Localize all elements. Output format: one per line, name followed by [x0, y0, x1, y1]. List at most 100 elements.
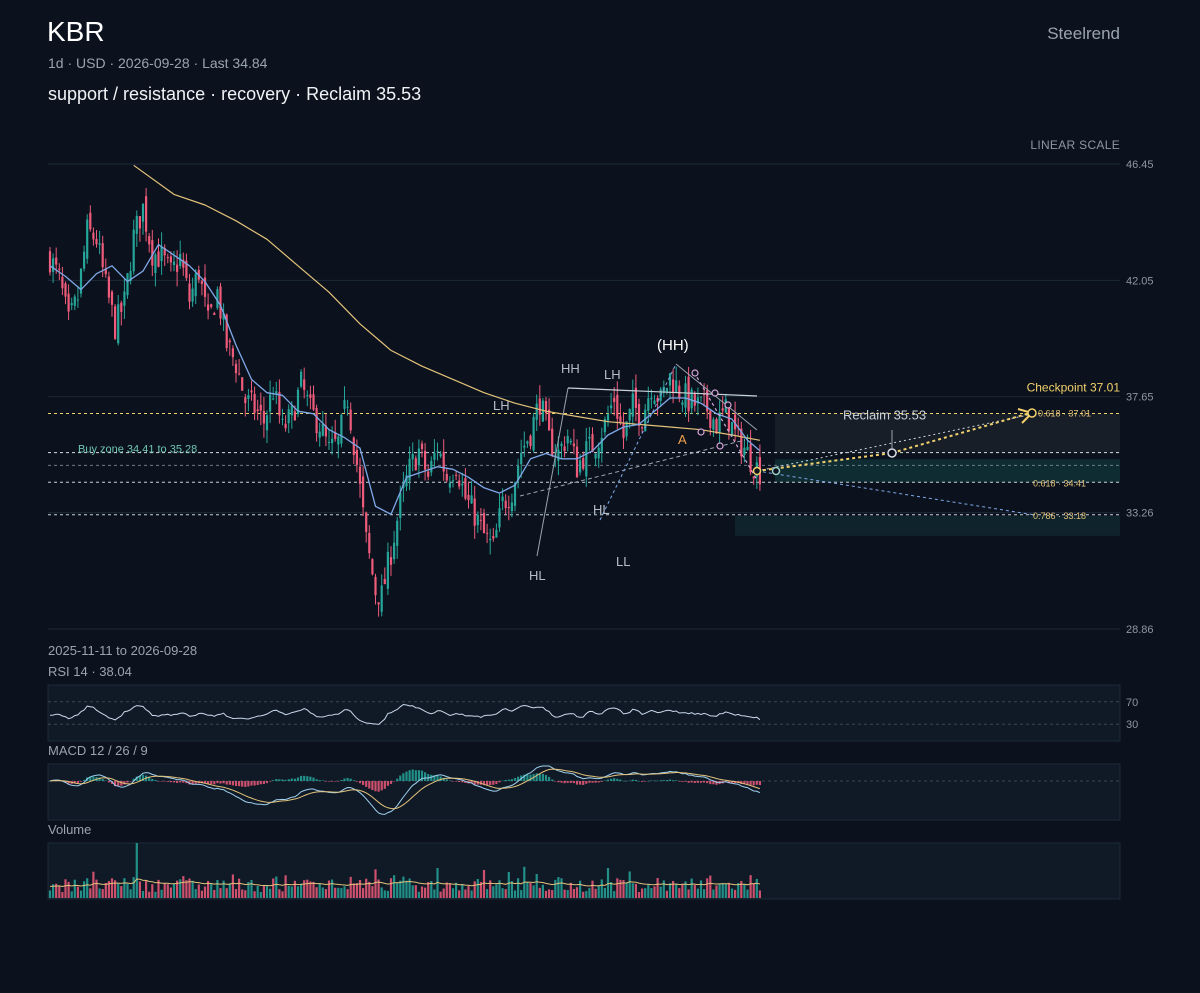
fib-0786-label: 0.786 · 33.18 — [1033, 511, 1086, 521]
volume-bar — [554, 879, 557, 898]
macd-hist-bar — [690, 781, 693, 783]
volume-bar — [625, 883, 628, 898]
swing-label: HL — [593, 502, 610, 517]
volume-bar — [535, 874, 538, 898]
reclaim-label: Reclaim 35.53 — [843, 408, 926, 423]
macd-hist-bar — [575, 781, 579, 785]
candle-body — [672, 379, 675, 394]
y-tick-label: 42.05 — [1126, 275, 1154, 287]
candle-body — [48, 251, 52, 273]
candle-body — [541, 400, 544, 422]
macd-hist-bar — [207, 781, 210, 785]
volume-bar — [575, 887, 579, 898]
volume-bar — [135, 843, 138, 898]
macd-hist-bar — [631, 779, 634, 781]
volume-bar — [520, 890, 523, 898]
candle-body — [696, 397, 699, 404]
candle-body — [712, 419, 715, 430]
macd-hist-bar — [414, 770, 417, 781]
candle-body — [213, 313, 216, 315]
volume-bar — [603, 887, 606, 898]
volume-bar — [647, 884, 650, 898]
macd-hist-bar — [374, 781, 377, 792]
volume-bar — [582, 891, 585, 898]
macd-hist-bar — [321, 780, 324, 781]
candle-body — [445, 473, 448, 481]
macd-hist-bar — [284, 779, 287, 781]
volume-bar — [154, 891, 157, 898]
macd-hist-bar — [166, 781, 169, 782]
volume-bar — [727, 882, 730, 898]
candle-body — [665, 387, 668, 392]
candle-body — [678, 385, 681, 398]
macd-hist-bar — [644, 781, 647, 782]
macd-hist-bar — [659, 780, 662, 781]
volume-bar — [262, 886, 265, 898]
macd-hist-bar — [312, 777, 315, 781]
macd-hist-bar — [588, 781, 591, 783]
pattern-pivot — [711, 389, 719, 397]
volume-bar — [203, 886, 207, 898]
volume-bar — [752, 883, 755, 898]
candle-body — [349, 409, 352, 431]
volume-bar — [98, 888, 101, 898]
volume-bar — [355, 883, 358, 898]
volume-bar — [250, 879, 253, 898]
macd-hist-bar — [622, 780, 625, 782]
macd-hist-bar — [247, 781, 250, 787]
macd-hist-bar — [315, 779, 318, 781]
volume-bar — [334, 887, 337, 898]
volume-bar — [352, 883, 355, 898]
volume-bar — [148, 891, 151, 898]
candle-body — [504, 500, 507, 509]
volume-bar — [70, 891, 73, 898]
candle-body — [451, 480, 455, 482]
swing-label: LH — [604, 367, 621, 382]
macd-hist-bar — [513, 778, 517, 781]
volume-bar — [64, 879, 67, 898]
checkpoint-label: Checkpoint 37.01 — [1027, 381, 1121, 395]
macd-hist-bar — [405, 771, 408, 781]
candle-body — [256, 409, 259, 411]
volume-bar — [681, 883, 684, 898]
candle-body — [207, 304, 210, 311]
macd-hist-bar — [492, 781, 495, 785]
macd-hist-bar — [309, 776, 312, 781]
candle-body — [296, 389, 300, 415]
candle-body — [287, 409, 290, 424]
volume-bar — [644, 888, 647, 898]
volume-bar — [461, 884, 464, 898]
candle-body — [523, 445, 526, 448]
macd-hist-bar — [544, 775, 548, 781]
macd-hist-bar — [613, 778, 616, 781]
volume-bar — [455, 882, 458, 898]
macd-panel — [47, 763, 1121, 821]
candle-body — [458, 480, 461, 487]
scale-mode-label[interactable]: LINEAR SCALE — [1030, 138, 1120, 152]
volume-bar — [662, 880, 665, 898]
candle-body — [622, 423, 625, 439]
macd-hist-bar — [225, 781, 228, 785]
candle-body — [668, 373, 672, 386]
volume-bar — [163, 883, 166, 898]
volume-bar — [210, 883, 213, 898]
macd-hist-bar — [365, 781, 368, 787]
candle-body — [104, 268, 107, 275]
macd-hist-bar — [148, 776, 151, 781]
macd-hist-bar — [699, 781, 703, 783]
volume-bar — [510, 881, 513, 898]
candle-body — [417, 448, 420, 466]
volume-bar — [572, 888, 575, 898]
candle-body — [507, 506, 510, 509]
candle-body — [321, 424, 324, 436]
macd-hist-bar — [234, 781, 238, 787]
macd-hist-bar — [377, 781, 380, 792]
candle-body — [569, 440, 572, 443]
volume-bar — [265, 885, 269, 898]
macd-hist-bar — [182, 781, 185, 783]
macd-hist-bar — [665, 780, 668, 781]
macd-hist-bar — [126, 781, 129, 783]
macd-hist-bar — [265, 781, 269, 784]
volume-bar — [275, 876, 278, 898]
